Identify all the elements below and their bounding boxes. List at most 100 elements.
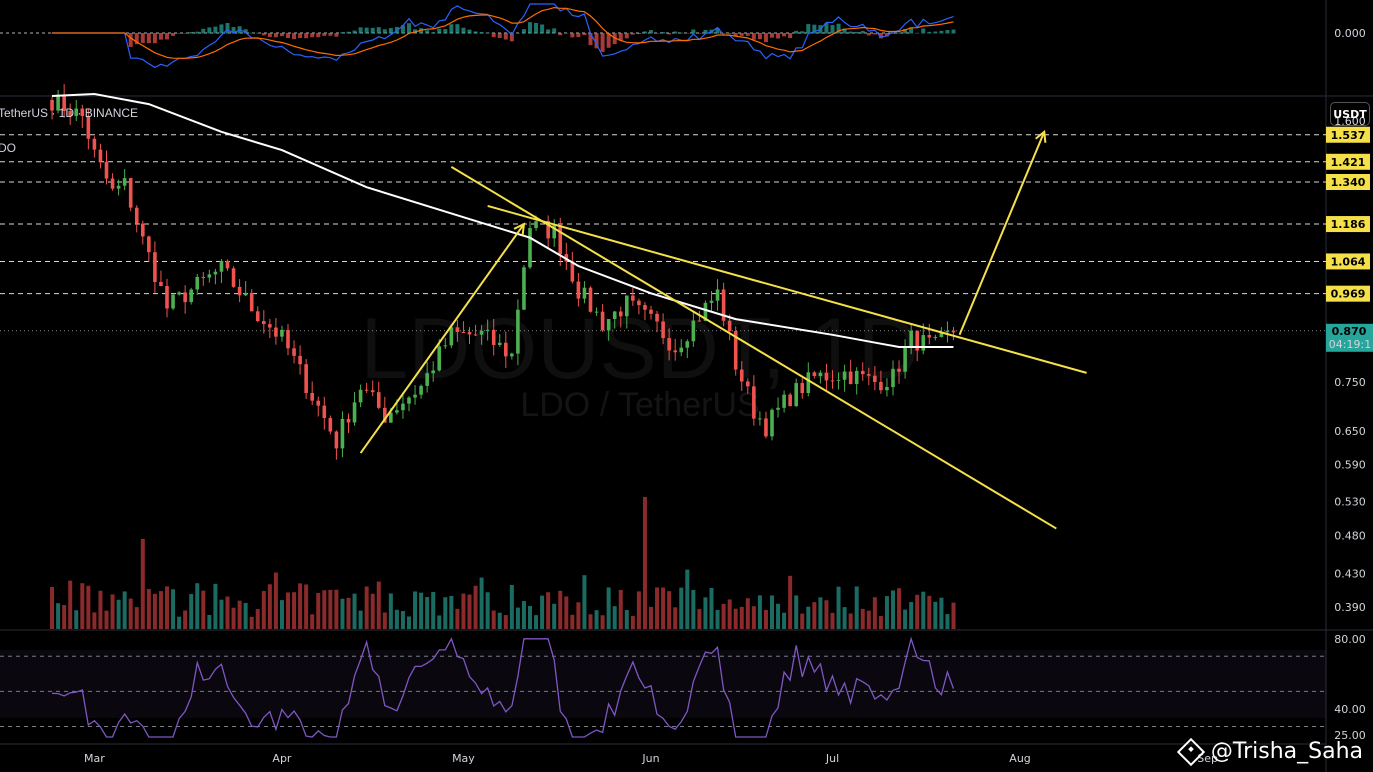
volume-bar [122,591,127,629]
trendline-breakout-target[interactable] [958,131,1046,336]
volume-bar [909,602,914,629]
trendline-channel-upper[interactable] [487,204,1087,374]
candle-body [709,300,714,303]
volume-bar [467,594,472,629]
candle-body [352,402,357,423]
volume-bar [134,607,139,629]
candle-body [637,300,641,306]
moving-average [51,92,954,348]
macd-histogram-bar [878,33,883,39]
volume-bar [243,602,248,629]
macd-histogram-bar [872,33,877,35]
candle-body [612,311,617,320]
macd-histogram-bar [770,33,774,38]
candle-body [903,347,907,372]
volume-bar [872,597,877,629]
indicator-legend[interactable]: DO [0,141,16,155]
candle-body [134,207,139,224]
volume-bar [570,614,575,629]
volume-bar [709,587,714,629]
candle-body [836,379,841,381]
month-label: Aug [1009,752,1030,765]
volume-bar [891,590,895,629]
volume-bar [346,597,351,629]
candle-body [183,292,187,303]
candle-body [528,228,532,268]
candle-body [788,394,792,407]
macd-histogram-bar [352,30,357,34]
candle-body [873,375,877,382]
volume-bar [939,597,944,629]
volume-bar [528,606,532,629]
candle-body [243,292,248,296]
candle-body [395,410,399,413]
currency-badge[interactable]: USDT [1330,102,1370,126]
volume-bar [667,591,672,629]
volume-bar [207,614,212,629]
candle-body [171,294,175,309]
volume-bar [171,589,176,629]
macd-histogram-bar [540,24,545,34]
candle-body [715,289,720,301]
volume-bar [449,595,454,629]
candle-body [951,330,956,333]
macd-histogram-bar [576,33,581,38]
macd-histogram-bar [304,33,309,39]
last-price-label: 0.870 [1332,325,1367,338]
candle-body [201,276,206,278]
macd-histogram-bar [195,31,200,34]
volume-bar [316,592,321,629]
macd-histogram-bar [425,30,430,34]
candle-body [268,324,272,328]
candle-body [467,332,472,335]
author-handle: @Trisha_Saha [1210,739,1363,764]
macd-histogram-bar [358,27,363,34]
volume-bar [195,583,200,629]
candle-body [733,330,738,370]
volume-bar [437,615,442,629]
macd-histogram-bar [854,31,859,34]
macd-histogram-bar [673,31,678,34]
macd-histogram-bar [727,33,732,34]
candle-body [431,370,435,374]
volume-bar [140,539,145,629]
volume-bar [358,610,363,629]
symbol-legend[interactable]: TetherUS · 1D · BINANCE [0,106,138,120]
volume-bar [503,615,508,629]
volume-bar [703,597,708,629]
macd-histogram-bar [763,33,768,43]
trendline-rally-line[interactable] [359,223,525,454]
macd-histogram-bar [884,33,889,37]
macd-histogram-bar [636,33,641,35]
macd-histogram-bar [497,33,502,38]
candle-body [401,403,405,411]
volume-bar [903,609,908,629]
trendline-channel-lower[interactable] [450,166,1057,530]
macd-histogram-bar [745,33,750,36]
candle-body [153,252,157,282]
candle-body [921,335,926,351]
volume-bar [921,591,926,629]
price-candles[interactable] [50,84,956,460]
macd-histogram-bar [606,33,611,48]
candle-body [485,329,490,331]
volume-bar [546,592,551,629]
macd-histogram-bar [739,33,744,36]
candle-body [449,327,454,346]
volume-bar [618,589,623,629]
macd-histogram-bar [134,33,139,45]
candle-body [727,320,732,331]
candle-body [177,292,181,295]
candle-body [249,292,254,312]
macd-histogram-bar [437,28,442,34]
macd-histogram-bar [461,27,466,34]
candle-body [443,345,448,347]
price-axis: 1.600 0.750 0.650 0.590 0.530 0.480 0.430 0.390… [1326,27,1373,742]
macd-histogram-bar [152,33,157,44]
volume-bar [848,613,853,629]
macd-histogram-bar [479,32,484,34]
candle-body [909,330,913,348]
volume-bar [92,612,97,629]
volume-bar [830,612,835,629]
